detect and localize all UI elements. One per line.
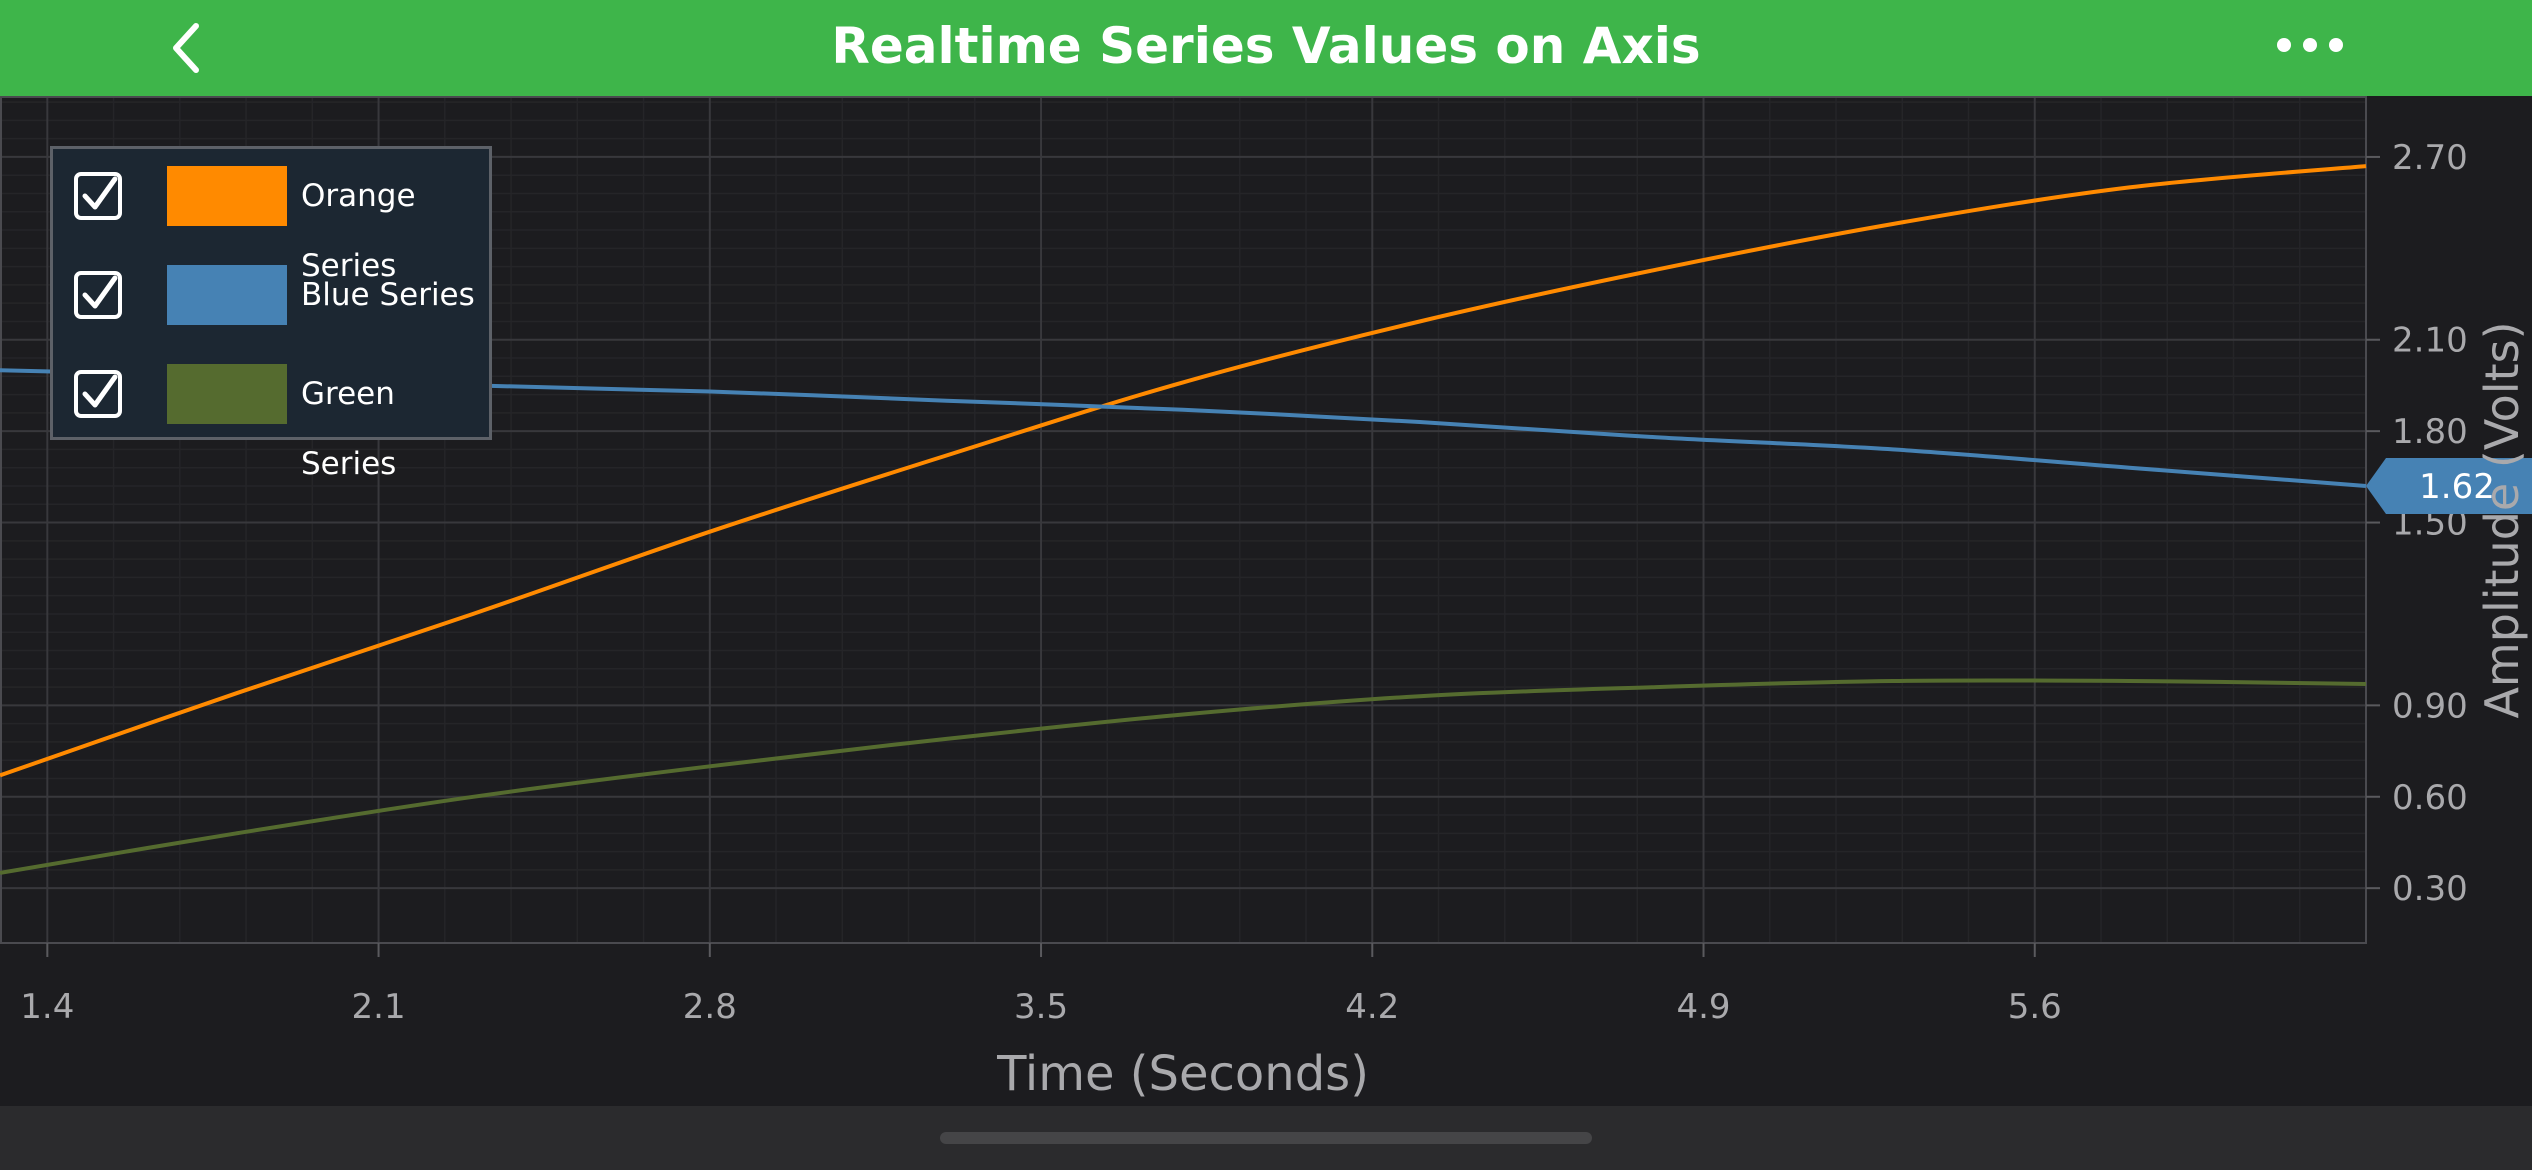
- x-tick-label: 5.6: [2008, 987, 2062, 1027]
- x-tick-label: 4.9: [1676, 987, 1730, 1027]
- legend-swatch: [167, 265, 287, 325]
- checkbox-checked-icon[interactable]: [73, 270, 123, 320]
- axis-value-marker-label: 1.62: [2419, 467, 2495, 507]
- x-axis-label: Time (Seconds): [996, 1046, 1369, 1102]
- y-tick-label: 1.80: [2392, 412, 2468, 452]
- y-axis-ticks: 0.300.600.901.501.802.102.70: [2366, 138, 2468, 909]
- y-tick-label: 2.10: [2392, 321, 2468, 361]
- x-tick-label: 4.2: [1345, 987, 1399, 1027]
- chart-legend: Orange Series Blue Series Green Series: [50, 146, 493, 482]
- axis-value-marker-layer: 1.62: [2366, 457, 2532, 514]
- legend-item-orange[interactable]: Orange Series: [73, 161, 493, 284]
- series-line-0: [0, 164, 2367, 778]
- page-title: Realtime Series Values on Axis: [831, 17, 1701, 75]
- x-axis-ticks: 1.4 2.1 2.8 3.5 4.2 4.9 5.6: [20, 943, 2062, 1027]
- y-axis-label: Amplitude (Volts): [2475, 321, 2529, 718]
- legend-swatch: [167, 166, 287, 226]
- x-tick-label: 2.8: [683, 987, 737, 1027]
- x-tick-label: 3.5: [1014, 987, 1068, 1027]
- home-indicator[interactable]: [940, 1132, 1592, 1144]
- legend-item-blue[interactable]: Blue Series: [73, 260, 493, 330]
- y-tick-label: 2.70: [2392, 138, 2468, 178]
- checkbox-checked-icon[interactable]: [73, 171, 123, 221]
- x-tick-label: 1.4: [20, 987, 74, 1027]
- y-tick-label: 0.30: [2392, 869, 2468, 909]
- series-line-2: [0, 678, 2367, 875]
- legend-label: Orange Series: [301, 178, 416, 284]
- legend-label: Blue Series: [301, 277, 475, 313]
- legend-label: Green Series: [301, 376, 397, 482]
- chevron-left-icon[interactable]: [160, 18, 220, 78]
- x-tick-label: 2.1: [352, 987, 406, 1027]
- more-horizontal-icon[interactable]: [2270, 30, 2350, 60]
- legend-swatch: [167, 364, 287, 424]
- app-header: Realtime Series Values on Axis: [0, 0, 2532, 96]
- legend-item-green[interactable]: Green Series: [73, 359, 493, 482]
- axis-value-marker: [2366, 457, 2532, 514]
- plot-border: [0, 96, 2367, 944]
- y-tick-label: 0.60: [2392, 778, 2468, 818]
- checkbox-checked-icon[interactable]: [73, 369, 123, 419]
- y-tick-label: 0.90: [2392, 686, 2468, 726]
